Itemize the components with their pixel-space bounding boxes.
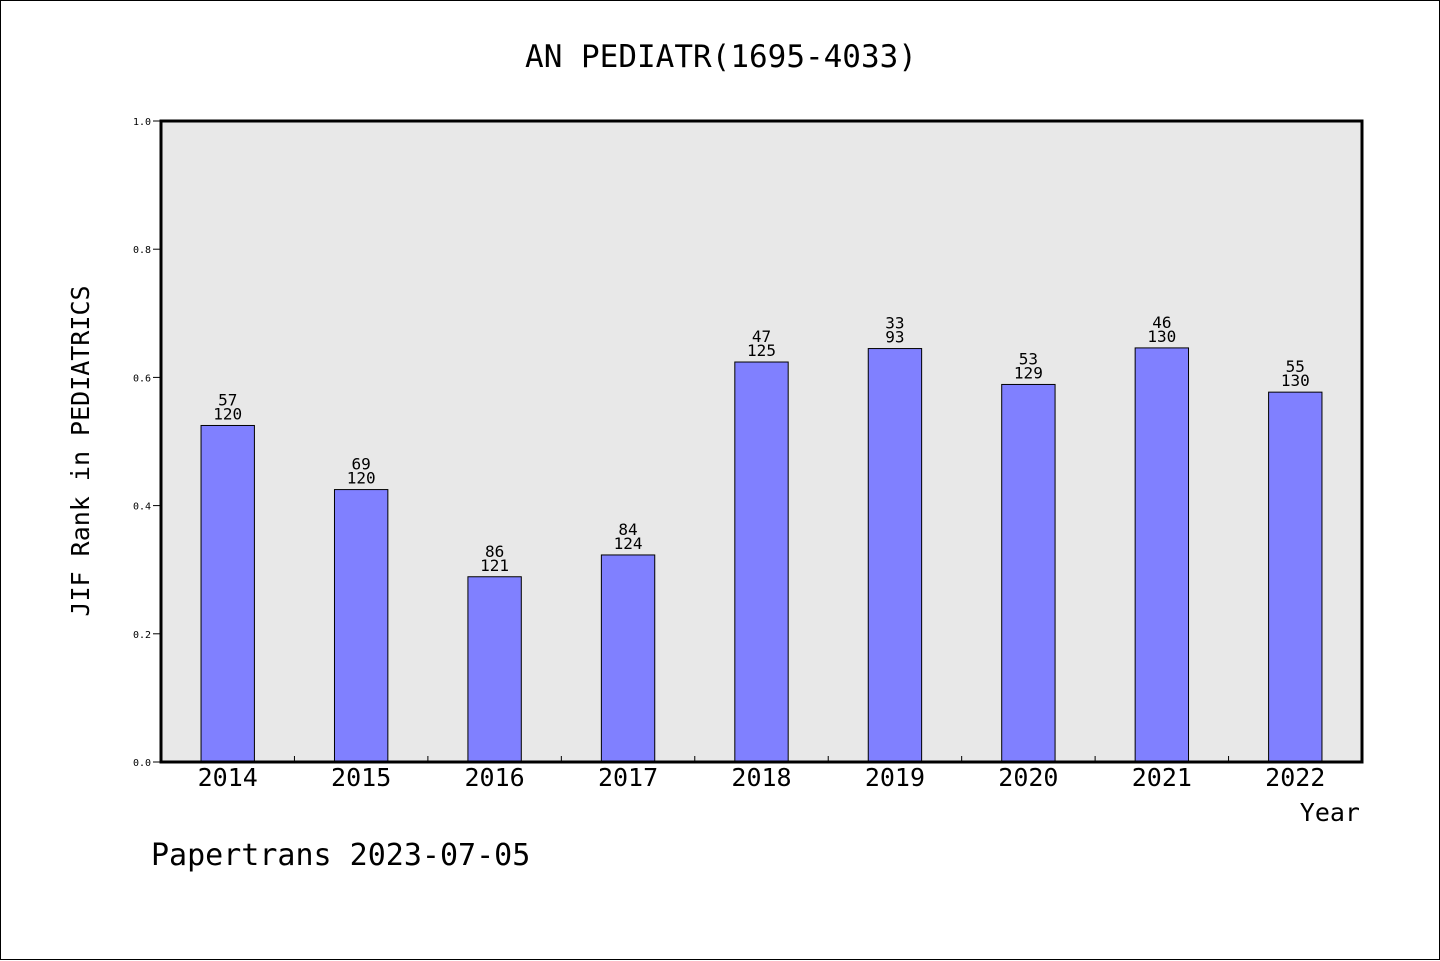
bar-label-total-2022: 130 xyxy=(1281,371,1310,390)
bar-2014 xyxy=(200,424,255,763)
bar-2019 xyxy=(867,348,923,763)
y-tick-label-1.0: 1.0 xyxy=(133,117,151,128)
x-tick-label-2017: 2017 xyxy=(598,763,658,792)
plot-border xyxy=(159,119,1364,764)
bar-2016 xyxy=(467,576,522,763)
x-tick-label-2015: 2015 xyxy=(331,763,391,792)
bar-label-rank-2019: 33 xyxy=(885,314,904,333)
bar-label-rank-2017: 84 xyxy=(618,520,637,539)
bar-label-rank-2022: 55 xyxy=(1286,357,1305,376)
y-tick-label-0.8: 0.8 xyxy=(133,245,151,256)
x-tick-label-2014: 2014 xyxy=(198,763,258,792)
bar-2018 xyxy=(734,361,789,763)
bar-label-total-2018: 125 xyxy=(747,341,776,360)
y-tick-label-0.6: 0.6 xyxy=(133,373,151,384)
bar-label-total-2019: 93 xyxy=(885,328,904,347)
x-tick-label-2020: 2020 xyxy=(998,763,1058,792)
bar-2017 xyxy=(600,554,656,763)
bar-label-total-2014: 120 xyxy=(213,404,242,423)
bar-label-total-2016: 121 xyxy=(480,556,509,575)
bar-label-total-2017: 124 xyxy=(614,534,643,553)
bars-layer: 5712069120861218412447125339353129461305… xyxy=(200,313,1323,763)
bar-label-total-2020: 129 xyxy=(1014,363,1043,382)
bar-label-rank-2014: 57 xyxy=(218,390,237,409)
x-tick-label-2019: 2019 xyxy=(865,763,925,792)
bar-label-total-2015: 120 xyxy=(347,469,376,488)
x-tick-label-2022: 2022 xyxy=(1265,763,1325,792)
bar-2021 xyxy=(1134,347,1190,763)
bar-label-rank-2018: 47 xyxy=(752,327,771,346)
footer-date-text: Papertrans 2023-07-05 xyxy=(151,838,530,873)
bar-label-rank-2015: 69 xyxy=(352,455,371,474)
chart-title: AN PEDIATR(1695-4033) xyxy=(525,39,917,75)
bar-label-rank-2016: 86 xyxy=(485,542,504,561)
x-tick-label-2018: 2018 xyxy=(731,763,791,792)
x-tick-label-2016: 2016 xyxy=(465,763,525,792)
y-tick-label-0.2: 0.2 xyxy=(133,630,151,641)
bar-label-rank-2020: 53 xyxy=(1019,349,1038,368)
y-axis-label: JIF Rank in PEDIATRICS xyxy=(66,285,95,616)
bar-label-total-2021: 130 xyxy=(1147,327,1176,346)
x-tick-label-2021: 2021 xyxy=(1132,763,1192,792)
bar-2015 xyxy=(333,489,389,763)
y-tick-label-0.4: 0.4 xyxy=(133,502,151,513)
ticks-layer: 2014 2015 2016 2017 2018 2019 2020 2021 2022 0.0 0… xyxy=(133,117,1325,792)
bar-label-rank-2021: 46 xyxy=(1152,313,1171,332)
bar-2022 xyxy=(1268,391,1323,763)
x-axis-label: Year xyxy=(1300,798,1360,827)
y-tick-label-0.0: 0.0 xyxy=(133,758,151,769)
bar-2020 xyxy=(1001,383,1056,763)
